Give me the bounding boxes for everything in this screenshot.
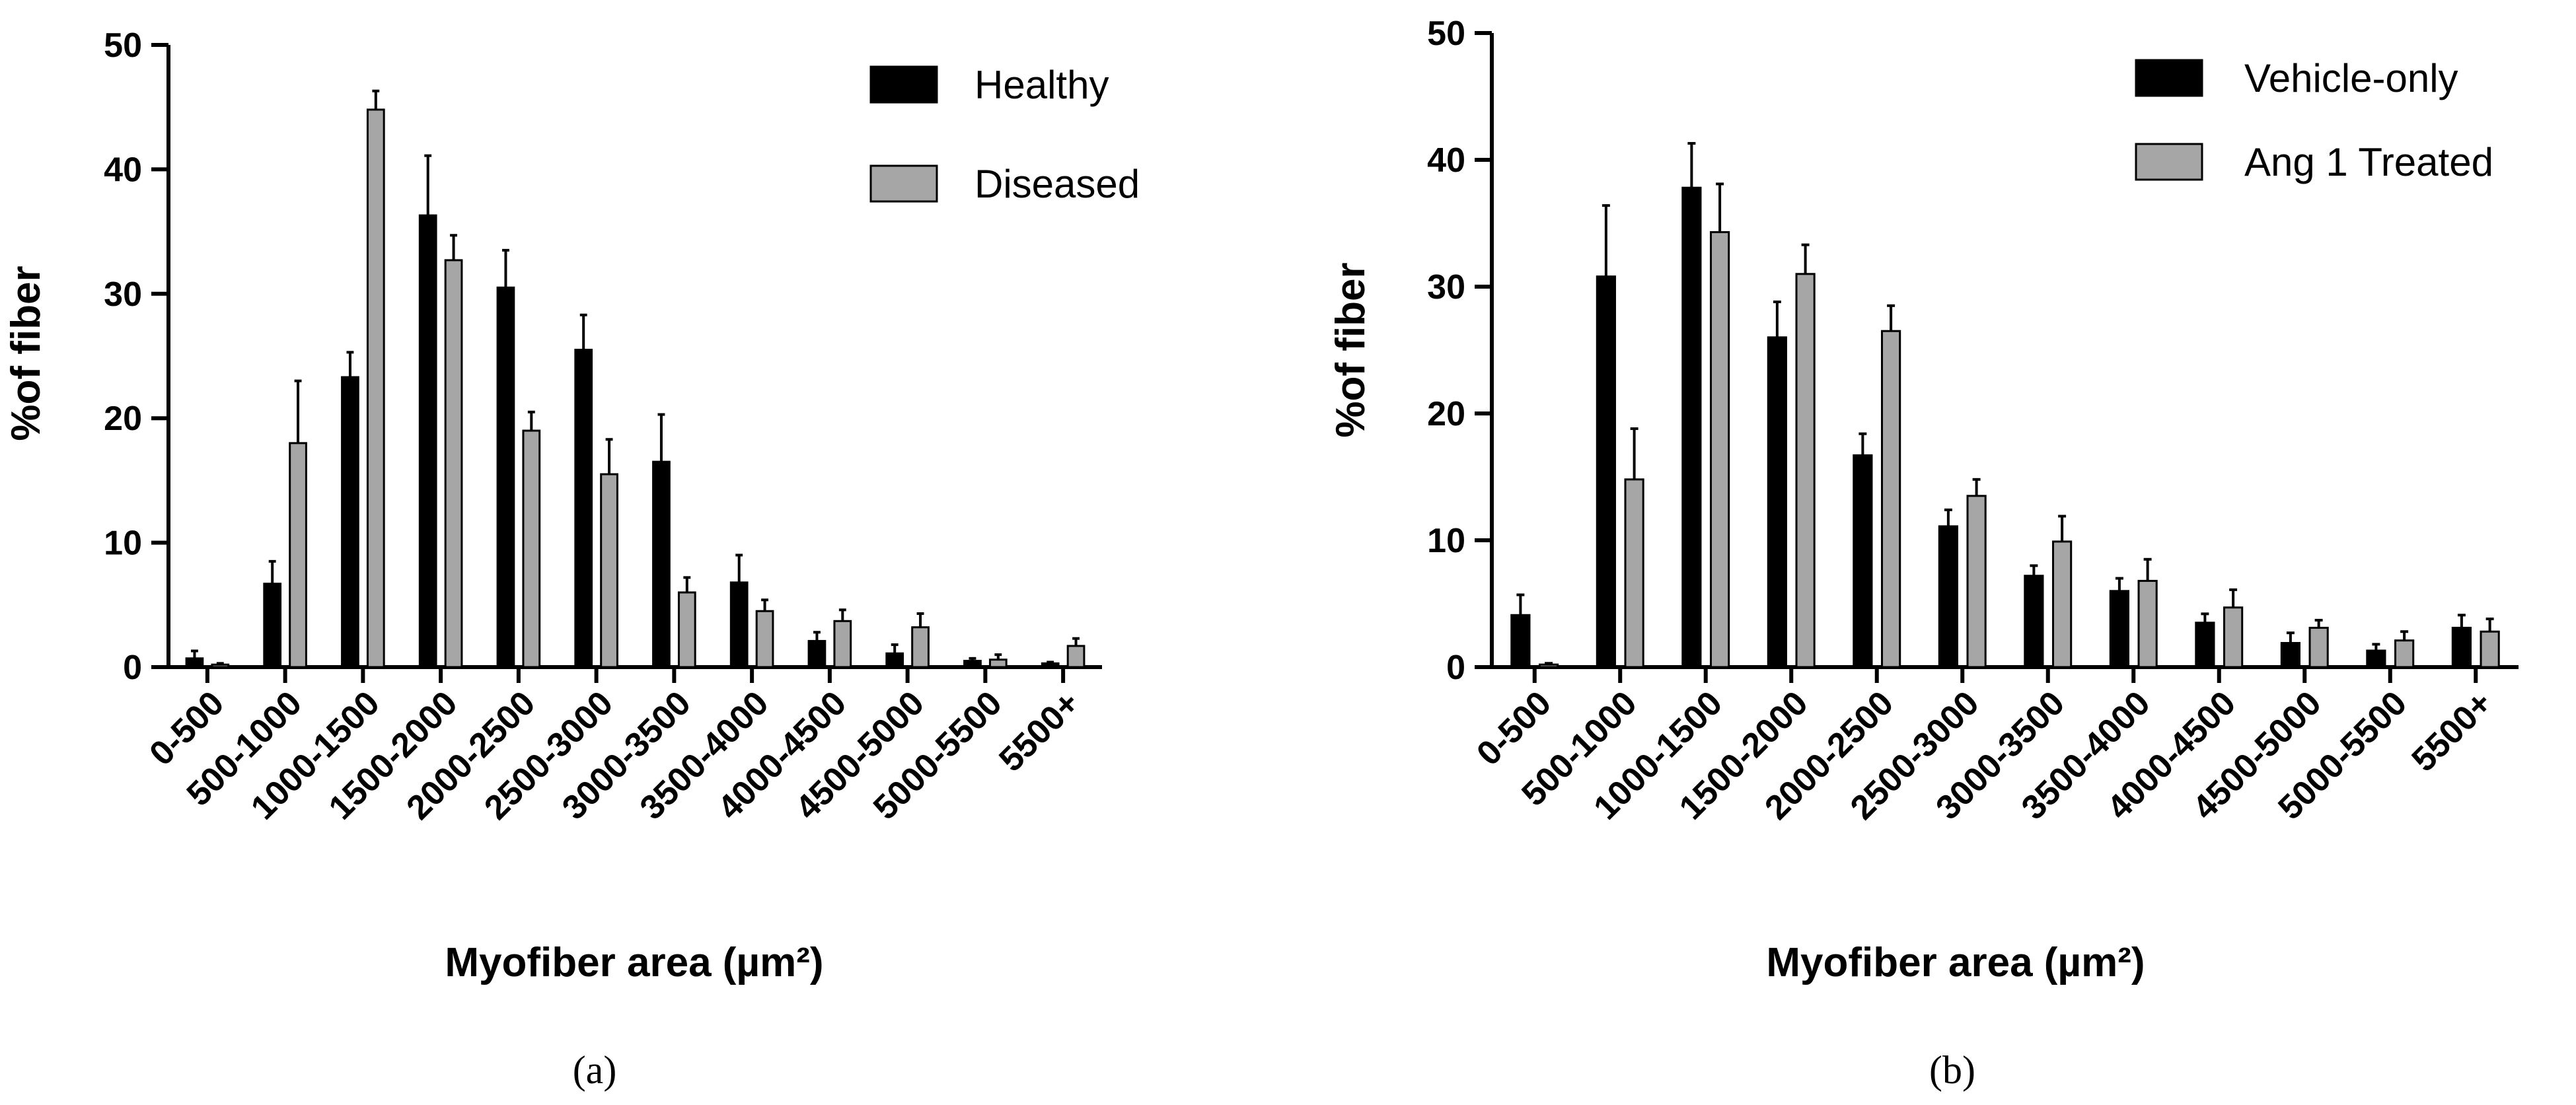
- y-tick-label: 20: [1427, 395, 1465, 433]
- y-tick-label: 50: [104, 26, 142, 65]
- bar-diseased: [833, 620, 852, 668]
- bar-vehicle-only: [1681, 186, 1702, 668]
- bar-healthy: [185, 657, 204, 668]
- bar-diseased: [522, 429, 541, 668]
- y-tick-label: 30: [104, 275, 142, 314]
- legend-label: Vehicle-only: [2244, 56, 2458, 100]
- legend-swatch: [869, 164, 938, 203]
- bar-vehicle-only: [2195, 622, 2215, 668]
- y-tick-label: 20: [104, 400, 142, 438]
- y-tick-label: 40: [104, 151, 142, 189]
- bar-ang-1-treated: [2137, 579, 2158, 668]
- bar-healthy: [574, 349, 593, 668]
- bar-healthy: [729, 581, 749, 668]
- legend-label: Ang 1 Treated: [2244, 140, 2493, 184]
- y-tick-label: 0: [1446, 649, 1465, 687]
- y-tick-label: 0: [123, 649, 142, 687]
- bar-diseased: [988, 659, 1008, 668]
- legend-swatch: [2135, 143, 2203, 181]
- bar-ang-1-treated: [2223, 606, 2244, 668]
- bar-ang-1-treated: [2308, 626, 2329, 668]
- bar-healthy: [652, 460, 671, 668]
- bar-diseased: [211, 663, 230, 668]
- bar-vehicle-only: [2024, 575, 2044, 668]
- bar-diseased: [911, 626, 930, 668]
- bar-healthy: [496, 286, 515, 668]
- bar-vehicle-only: [1853, 454, 1873, 668]
- bar-ang-1-treated: [1624, 478, 1644, 668]
- bar-vehicle-only: [2366, 649, 2386, 668]
- bar-ang-1-treated: [1966, 495, 1987, 668]
- bar-diseased: [289, 442, 307, 668]
- y-tick-label: 40: [1427, 141, 1465, 180]
- panel-label: (a): [573, 1048, 617, 1092]
- bar-vehicle-only: [1938, 525, 1958, 668]
- bar-healthy: [1041, 662, 1060, 668]
- bar-diseased: [755, 610, 774, 668]
- bar-ang-1-treated: [1710, 231, 1730, 668]
- bar-healthy: [807, 639, 827, 668]
- bar-ang-1-treated: [1881, 330, 1901, 668]
- bar-ang-1-treated: [1795, 273, 1816, 668]
- panel-label: (b): [1929, 1048, 1975, 1092]
- bar-diseased: [444, 259, 463, 668]
- y-axis-title: %of fiber: [1328, 262, 1374, 437]
- x-axis-title: Myofiber area (µm²): [445, 940, 823, 985]
- bar-diseased: [1066, 645, 1086, 668]
- bar-vehicle-only: [1767, 336, 1787, 668]
- legend-label: Healthy: [975, 63, 1109, 107]
- x-axis-title: Myofiber area (µm²): [1766, 940, 2145, 985]
- y-tick-label: 10: [1427, 522, 1465, 560]
- bar-vehicle-only: [2109, 590, 2129, 668]
- legend-swatch: [2135, 59, 2203, 97]
- legend-swatch: [869, 65, 938, 104]
- y-tick-label: 30: [1427, 268, 1465, 306]
- bar-healthy: [418, 214, 437, 668]
- bar-diseased: [600, 473, 618, 668]
- bar-healthy: [263, 583, 282, 668]
- bar-ang-1-treated: [2052, 540, 2073, 668]
- bar-diseased: [366, 108, 385, 668]
- bar-vehicle-only: [1596, 275, 1616, 668]
- y-tick-label: 10: [104, 524, 142, 563]
- legend-label: Diseased: [975, 162, 1140, 206]
- bar-healthy: [885, 652, 904, 668]
- bar-ang-1-treated: [2394, 639, 2415, 668]
- y-tick-label: 50: [1427, 15, 1465, 53]
- y-axis-title: %of fiber: [3, 266, 49, 441]
- bar-ang-1-treated: [1539, 663, 1559, 668]
- bar-vehicle-only: [1510, 614, 1531, 668]
- bar-healthy: [963, 660, 982, 668]
- bar-ang-1-treated: [2480, 630, 2500, 668]
- bar-vehicle-only: [2280, 642, 2300, 668]
- bar-healthy: [341, 376, 359, 668]
- bar-diseased: [677, 591, 696, 668]
- bar-vehicle-only: [2451, 626, 2472, 668]
